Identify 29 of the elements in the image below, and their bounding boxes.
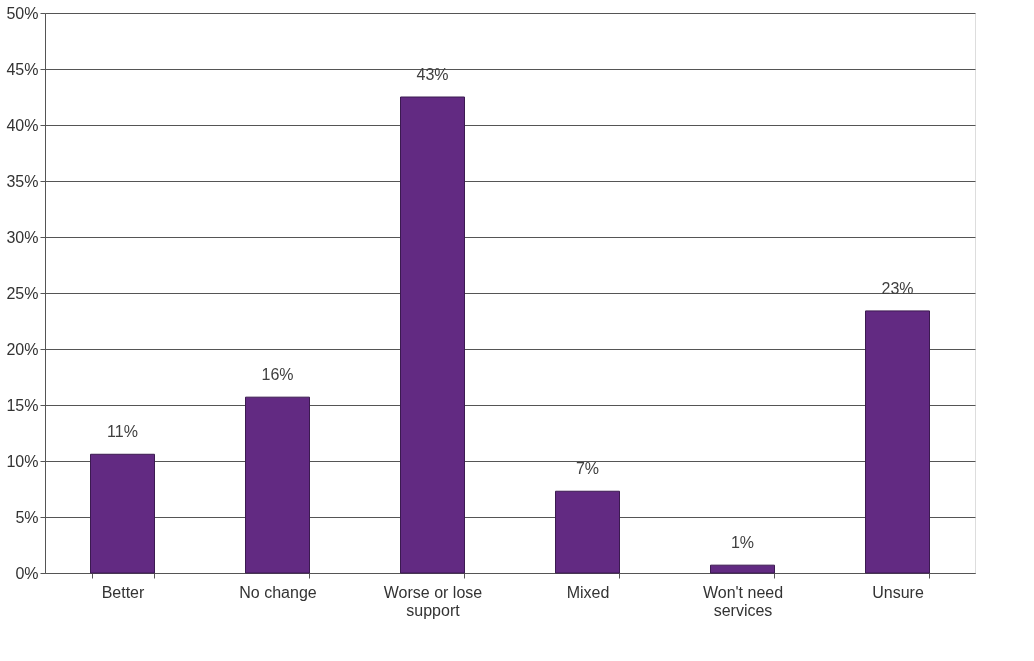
data-label: 16%: [261, 366, 294, 384]
data-label: 11%: [107, 423, 138, 441]
x-tick-label: No change: [239, 583, 317, 601]
bar: [710, 564, 775, 574]
y-tick-label: 20%: [6, 340, 39, 358]
bar: [555, 490, 620, 574]
y-tick-label: 25%: [6, 284, 39, 302]
data-label: 1%: [730, 534, 755, 552]
y-tick-label: 45%: [6, 60, 39, 78]
y-tick-label: 50%: [6, 4, 39, 22]
y-tick-label: 5%: [15, 508, 39, 526]
x-tick-label: Unsure: [872, 583, 924, 601]
x-tick-label: Won't need services: [702, 583, 784, 619]
y-tick-label: 40%: [6, 116, 39, 134]
x-tick-label: Mixed: [566, 583, 610, 601]
bar: [90, 453, 155, 574]
y-tick-label: 30%: [6, 228, 39, 246]
bar: [245, 396, 310, 574]
y-tick-label: 15%: [6, 396, 39, 414]
data-label: 23%: [881, 279, 914, 297]
y-tick-label: 0%: [15, 564, 39, 582]
x-tick-label: Better: [101, 583, 146, 601]
y-tick-label: 10%: [6, 452, 39, 470]
data-label: 43%: [416, 66, 449, 83]
bar: [865, 310, 930, 574]
data-label: 7%: [575, 460, 600, 478]
bar: [400, 96, 465, 574]
y-tick-label: 35%: [6, 172, 39, 190]
x-tick-label: Worse or lose support: [383, 583, 483, 619]
